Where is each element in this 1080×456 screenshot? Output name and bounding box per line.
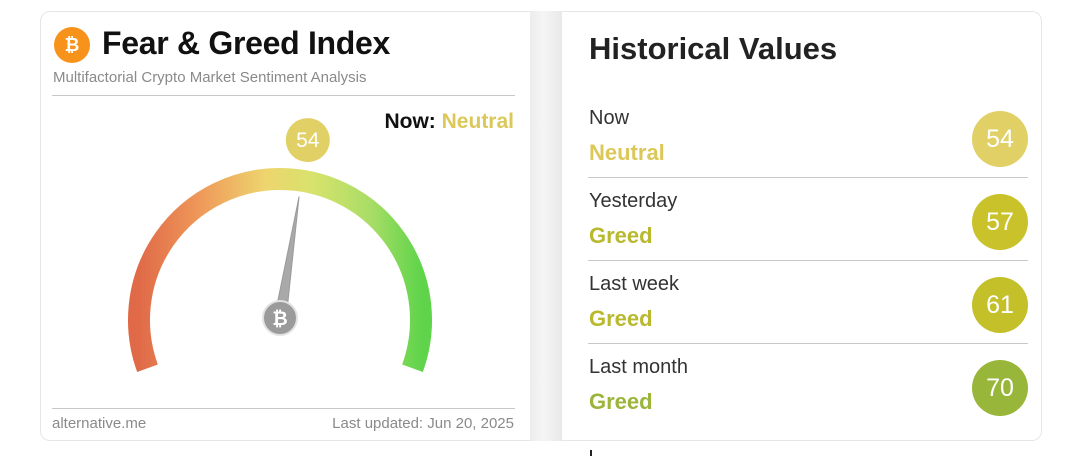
page-subtitle: Multifactorial Crypto Market Sentiment A…: [53, 69, 367, 86]
fear-greed-card: [40, 11, 530, 441]
now-indicator: Now: Neutral: [384, 110, 514, 134]
historical-title: Historical Values: [589, 31, 838, 66]
value-badge: 54: [972, 111, 1028, 167]
value-badge: 57: [972, 194, 1028, 250]
source-link[interactable]: alternative.me: [52, 415, 147, 432]
now-label: Now:: [384, 110, 436, 133]
page-title: Fear & Greed Index: [102, 25, 391, 61]
text-cursor: [590, 450, 592, 456]
value-badge: 70: [972, 360, 1028, 416]
sentiment-gauge: 54 ₿: [128, 118, 432, 372]
historical-row-yesterday: Yesterday Greed 57: [588, 190, 1028, 272]
svg-text:₿: ₿: [65, 35, 80, 56]
gauge-arc: [128, 168, 432, 372]
last-updated: Last updated: Jun 20, 2025: [332, 415, 514, 432]
historical-row-now: Now Neutral 54: [588, 107, 1028, 189]
row-divider: [588, 260, 1028, 261]
historical-values-card: [562, 11, 1042, 441]
row-label: Last month: [589, 356, 688, 378]
header-divider: [52, 95, 515, 96]
svg-text:₿: ₿: [272, 308, 287, 330]
row-classification: Neutral: [589, 140, 665, 165]
bitcoin-icon: ₿: [54, 27, 90, 63]
now-classification: Neutral: [441, 110, 514, 133]
row-classification: Greed: [589, 306, 653, 331]
gauge-value-bubble: 54: [285, 118, 330, 163]
row-label: Last week: [589, 273, 680, 295]
value-badge: 61: [972, 277, 1028, 333]
gauge-value-label: 54: [296, 129, 320, 152]
row-label: Now: [589, 107, 630, 129]
row-classification: Greed: [589, 389, 653, 414]
historical-row-last-month: Last month Greed 70: [588, 356, 1028, 438]
panel-divider: [530, 11, 562, 441]
row-divider: [588, 343, 1028, 344]
bitcoin-icon: ₿: [262, 300, 298, 336]
footer-divider: [52, 408, 515, 409]
historical-row-last-week: Last week Greed 61: [588, 273, 1028, 355]
row-divider: [588, 177, 1028, 178]
row-label: Yesterday: [589, 190, 678, 212]
row-classification: Greed: [589, 223, 653, 248]
